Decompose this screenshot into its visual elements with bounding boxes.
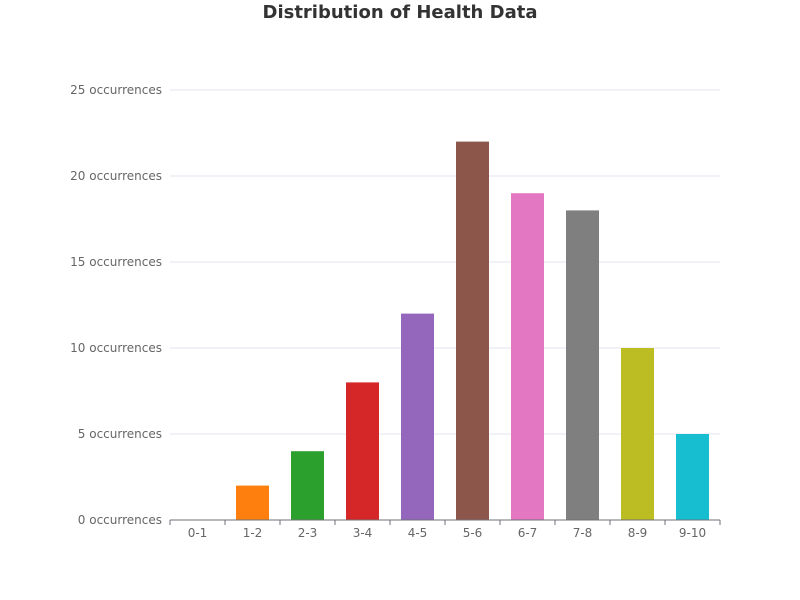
x-tick-label-3-4: 3-4 bbox=[353, 526, 373, 540]
x-tick-label-5-6: 5-6 bbox=[463, 526, 483, 540]
bar-4-5[interactable] bbox=[401, 313, 434, 520]
y-tick-label-15: 15 occurrences bbox=[70, 255, 162, 269]
chart-title: Distribution of Health Data bbox=[262, 2, 538, 23]
bar-9-10[interactable] bbox=[676, 434, 709, 520]
x-tick-label-8-9: 8-9 bbox=[628, 526, 648, 540]
x-tick-label-0-1: 0-1 bbox=[188, 526, 208, 540]
x-tick-label-7-8: 7-8 bbox=[573, 526, 593, 540]
y-tick-label-10: 10 occurrences bbox=[70, 341, 162, 355]
y-tick-label-20: 20 occurrences bbox=[70, 169, 162, 183]
bar-1-2[interactable] bbox=[236, 485, 269, 520]
bar-2-3[interactable] bbox=[291, 451, 324, 520]
bars bbox=[236, 141, 709, 520]
x-tick-label-4-5: 4-5 bbox=[408, 526, 428, 540]
x-tick-label-2-3: 2-3 bbox=[298, 526, 318, 540]
y-tick-label-5: 5 occurrences bbox=[78, 427, 162, 441]
tick-labels: 0 occurrences 5 occurrences 10 occurrences… bbox=[70, 83, 706, 540]
x-tick-label-6-7: 6-7 bbox=[518, 526, 538, 540]
bar-7-8[interactable] bbox=[566, 210, 599, 520]
x-tick-label-9-10: 9-10 bbox=[679, 526, 706, 540]
bar-8-9[interactable] bbox=[621, 348, 654, 520]
bar-6-7[interactable] bbox=[511, 193, 544, 520]
x-tick-label-1-2: 1-2 bbox=[243, 526, 263, 540]
bar-5-6[interactable] bbox=[456, 141, 489, 520]
bar-3-4[interactable] bbox=[346, 382, 379, 520]
y-tick-label-25: 25 occurrences bbox=[70, 83, 162, 97]
axes bbox=[169, 519, 721, 525]
y-tick-label-0: 0 occurrences bbox=[78, 513, 162, 527]
